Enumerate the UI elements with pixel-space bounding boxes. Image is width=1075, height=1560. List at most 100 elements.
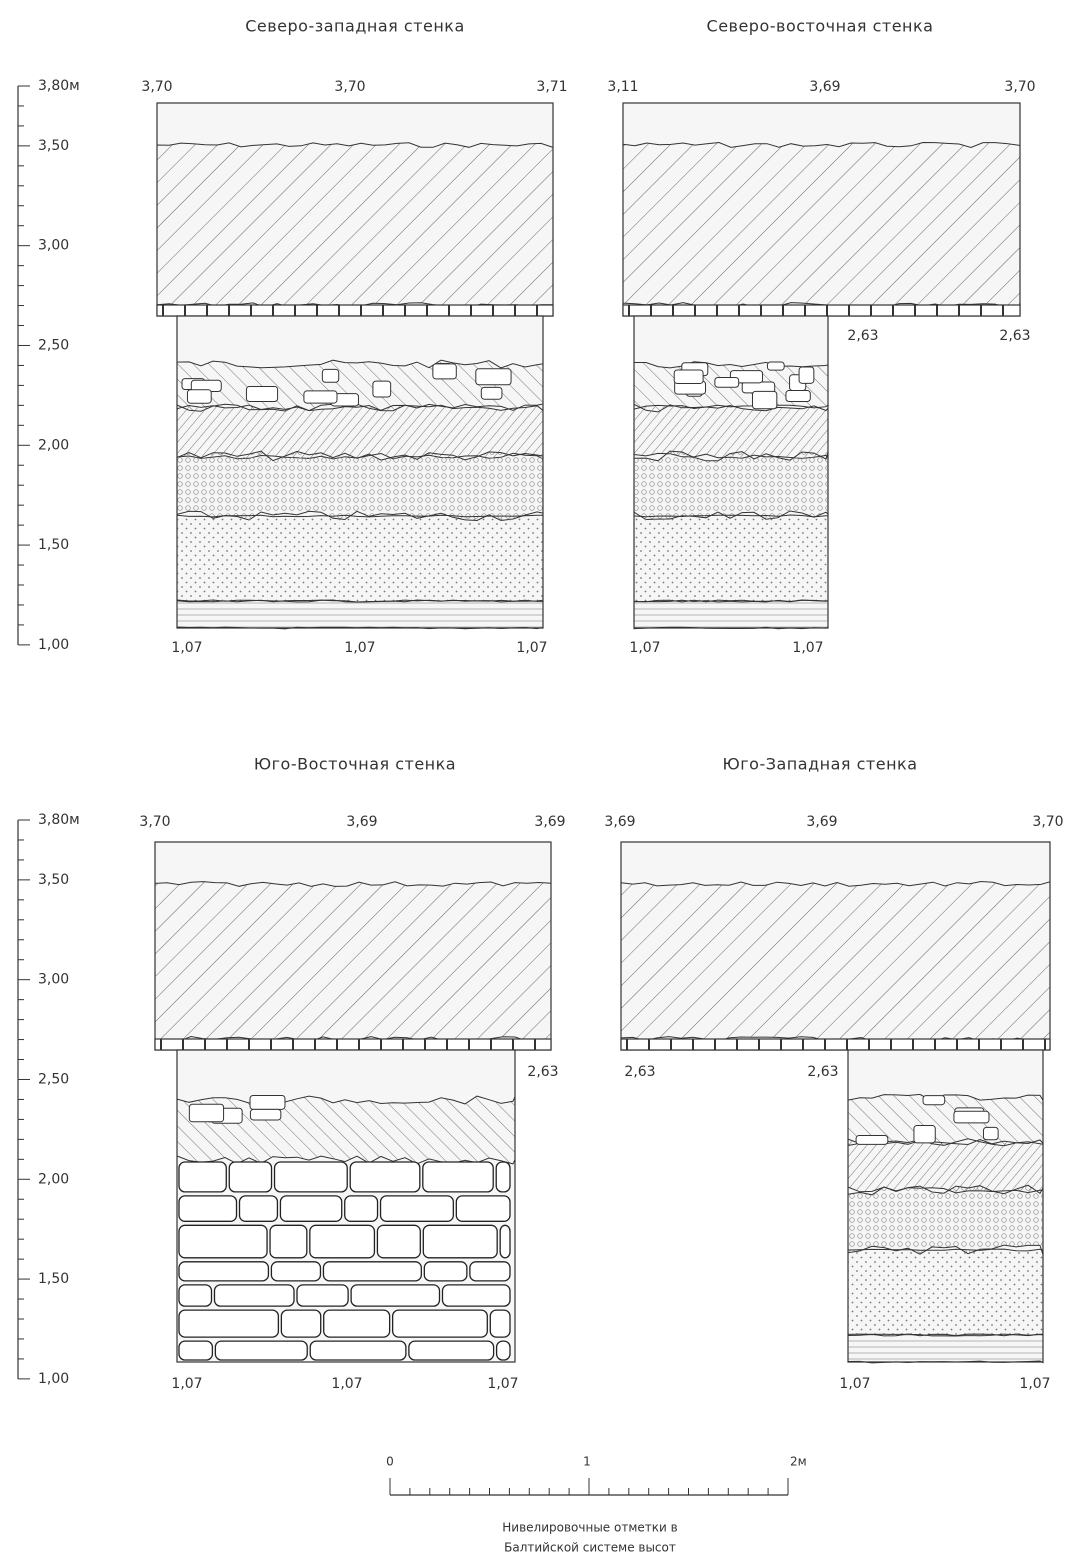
stone [423,1261,468,1282]
stone [441,1284,511,1307]
stone [751,390,778,410]
soil-layer [847,1138,1044,1194]
stone [714,377,740,388]
soil-layer [176,450,544,522]
soil-layer [176,1095,516,1165]
stone [349,1161,421,1193]
elevation-label: 3,69 [604,814,635,830]
elevation-label: 2,63 [527,1064,558,1080]
stone [495,1161,511,1193]
stone [309,1340,407,1361]
soil-layer [176,359,544,412]
scale-label: 3,50 [38,872,69,888]
elevation-label: 3,71 [536,79,567,95]
bar-label: 1 [583,1455,591,1469]
elevation-label: 1,07 [487,1376,518,1392]
stone [178,1224,268,1259]
stone [178,1309,280,1338]
stone [178,1161,227,1193]
stone [186,389,212,404]
soil-layer [633,450,829,521]
soil-layer [633,599,829,630]
stone [178,1284,213,1307]
elevation-label: 1,07 [171,1376,202,1392]
elevation-label: 1,07 [839,1376,870,1392]
stone [480,386,503,400]
soil-layer [176,404,544,460]
bar-label: 2м [790,1455,807,1469]
stone [499,1224,511,1259]
stone [408,1340,495,1361]
soil-layer [620,880,1051,1042]
stone [376,1224,421,1259]
stone [269,1224,308,1259]
stone [303,390,338,404]
stone [280,1309,322,1338]
elevation-label: 1,07 [1019,1376,1050,1392]
scale-label: 3,50 [38,138,69,154]
scale-label: 1,00 [38,1371,69,1387]
soil-layer [622,141,1021,308]
stone [422,1224,498,1259]
stone [249,1108,282,1121]
stone [432,363,457,380]
elevation-label: 2,63 [847,328,878,344]
elevation-label: 3,70 [1032,814,1063,830]
soil-layer [156,142,554,308]
soil-layer [154,881,552,1042]
soil-layer [176,599,544,630]
stone [379,1195,454,1222]
stone [982,1126,999,1141]
elevation-label: 1,07 [344,640,375,656]
elevation-label: 3,11 [607,79,638,95]
stone [188,1103,225,1123]
scale-label: 2,50 [38,337,69,353]
elevation-label: 2,63 [624,1064,655,1080]
stone [238,1195,279,1222]
stone [350,1284,441,1307]
elevation-label: 3,70 [1004,79,1035,95]
stone [785,390,811,402]
stone [213,1284,295,1307]
scale-label: 1,50 [38,537,69,553]
elevation-label: 1,07 [516,640,547,656]
stone [953,1110,990,1124]
stone [245,386,279,402]
stone [270,1261,322,1282]
caption: Балтийской системе высот [504,1541,676,1555]
elevation-label: 1,07 [171,640,202,656]
stone [798,366,815,384]
elevation-label: 3,69 [534,814,565,830]
elevation-label: 2,63 [807,1064,838,1080]
stone [495,1340,511,1361]
stone [855,1135,889,1145]
stone [279,1195,343,1222]
stone [391,1309,488,1338]
stone [913,1125,936,1144]
stone [455,1195,511,1222]
stone [469,1261,511,1282]
caption: Нивелировочные отметки в [502,1521,677,1535]
stone [273,1161,348,1193]
scale-label: 2,00 [38,1171,69,1187]
datum-strip [620,1038,1051,1051]
stone [178,1195,238,1222]
panel-title: Юго-Восточная стенка [254,755,456,774]
scale-label: 3,80м [38,78,80,94]
scale-label: 2,50 [38,1071,69,1087]
scale-label: 3,00 [38,238,69,254]
stone [249,1095,286,1110]
datum-strip [622,304,1021,317]
elevation-label: 1,07 [331,1376,362,1392]
elevation-label: 3,70 [334,79,365,95]
stone [321,368,340,383]
stone [323,1309,391,1338]
elevation-label: 1,07 [792,640,823,656]
soil-layer [633,404,829,460]
soil-layer [847,1248,1044,1337]
panel-title: Юго-Западная стенка [723,755,918,774]
soil-layer [633,514,829,603]
stone [228,1161,273,1193]
elevation-label: 3,69 [809,79,840,95]
